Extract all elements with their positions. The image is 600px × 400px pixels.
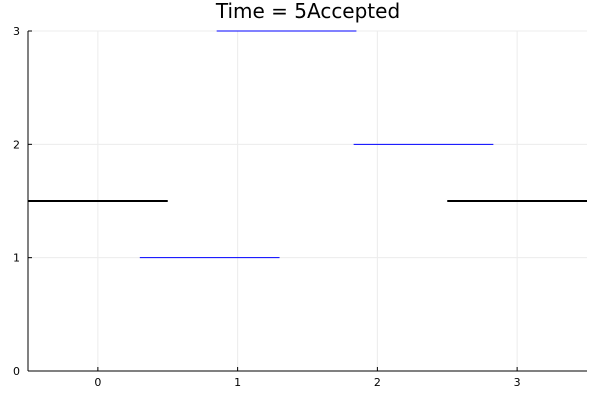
x-tick-label: 2 xyxy=(374,376,381,389)
y-tick-label: 0 xyxy=(13,365,20,378)
marks xyxy=(28,30,587,259)
x-tick-label: 1 xyxy=(234,376,241,389)
y-tick-label: 3 xyxy=(13,25,20,38)
y-tick-label: 1 xyxy=(13,252,20,265)
ticks: 0 1 2 3 0 1 2 3 xyxy=(13,25,521,389)
chart-title: Time = 5Accepted xyxy=(215,0,400,23)
x-tick-label: 0 xyxy=(94,376,101,389)
x-tick-label: 3 xyxy=(514,376,521,389)
y-tick-label: 2 xyxy=(13,138,20,151)
